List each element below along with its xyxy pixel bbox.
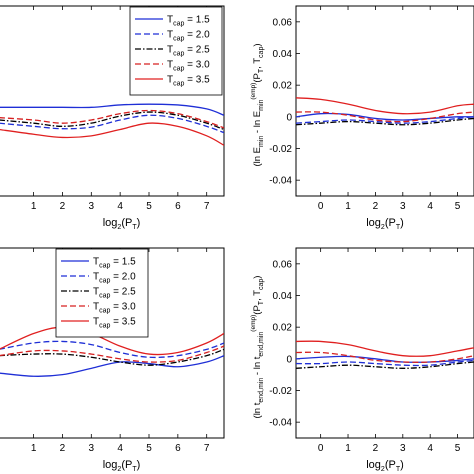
series-line-3 bbox=[0, 348, 224, 366]
series-line-5 bbox=[296, 97, 474, 115]
x-axis-label: log2(PT) bbox=[103, 459, 141, 473]
x-tick-label: 3 bbox=[400, 201, 406, 212]
panel-top-right: 0 1 2 3 4 5 0.06 0.04 0.02 0 -0.02 -0.04 log2(PT) (ln… bbox=[250, 5, 474, 231]
y-tick-label: -0.04 bbox=[269, 418, 292, 429]
series-line-1 bbox=[0, 355, 224, 377]
x-axis-label: log2(PT) bbox=[366, 217, 404, 231]
series-line-3 bbox=[296, 117, 474, 126]
x-tick-label: 1 bbox=[31, 201, 37, 212]
y-tick-label: 0 bbox=[286, 112, 292, 123]
y-tick-label: 0.06 bbox=[273, 17, 293, 28]
x-tick-label: 2 bbox=[60, 443, 66, 454]
series-line-3 bbox=[0, 111, 224, 131]
y-axis-label: (ln tend,min - ln tend,min(emp)(PT, Tcap… bbox=[250, 276, 265, 419]
x-tick-label: 2 bbox=[60, 201, 66, 212]
x-tick-label: 6 bbox=[175, 443, 181, 454]
y-tick-label: -0.02 bbox=[269, 386, 292, 397]
y-tick-label: 0 bbox=[286, 354, 292, 365]
x-tick-label: 4 bbox=[117, 201, 123, 212]
legend-label: Tcap = 2.5 bbox=[93, 287, 136, 300]
x-tick-label: 1 bbox=[31, 443, 37, 454]
y-axis-label: (ln Emin - ln Emin(emp)(PT, Tcap) bbox=[250, 43, 265, 166]
legend: Tcap = 1.5 Tcap = 2.0 Tcap = 2.5 Tcap = 3.0… bbox=[129, 6, 223, 96]
x-axis-label: log2(PT) bbox=[366, 459, 404, 473]
series-line-5 bbox=[296, 340, 474, 357]
plot-frame bbox=[295, 5, 474, 197]
x-tick-label: 3 bbox=[89, 443, 95, 454]
series-line-4 bbox=[0, 345, 224, 363]
x-tick-label: 5 bbox=[455, 201, 461, 212]
legend-label: Tcap = 3.5 bbox=[167, 75, 210, 88]
x-tick-label: 7 bbox=[204, 201, 210, 212]
legend-label: Tcap = 2.0 bbox=[93, 272, 136, 285]
series-line-2 bbox=[0, 114, 224, 134]
svg-text:(ln Emin - ln Emin(emp)(PT, Tc: (ln Emin - ln Emin(emp)(PT, Tcap) bbox=[250, 43, 265, 166]
series-line-1 bbox=[296, 112, 474, 121]
series-line-4 bbox=[0, 109, 224, 129]
y-tick-label: 0.04 bbox=[273, 291, 293, 302]
y-tick-label: -0.02 bbox=[269, 144, 292, 155]
x-tick-label: 0 bbox=[318, 443, 324, 454]
x-tick-label: 6 bbox=[175, 201, 181, 212]
panel-bottom-right: 0 1 2 3 4 5 0.06 0.04 0.02 0 -0.02 -0.04 log2(PT) (ln… bbox=[250, 247, 474, 473]
series-line-1 bbox=[0, 103, 224, 116]
series-line-2 bbox=[0, 340, 224, 359]
y-tick-label: 0.04 bbox=[273, 49, 293, 60]
legend-label: Tcap = 1.5 bbox=[93, 257, 136, 270]
legend-label: Tcap = 1.5 bbox=[167, 15, 210, 28]
x-tick-label: 2 bbox=[373, 201, 379, 212]
x-tick-label: 3 bbox=[400, 443, 406, 454]
x-tick-label: 1 bbox=[345, 201, 351, 212]
legend-label: Tcap = 3.0 bbox=[93, 302, 136, 315]
series-line-4 bbox=[296, 111, 474, 123]
y-tick-label: 0.06 bbox=[273, 259, 293, 270]
y-tick-label: 0.02 bbox=[273, 81, 293, 92]
series-line-4 bbox=[296, 351, 474, 363]
legend-label: Tcap = 2.5 bbox=[167, 45, 210, 58]
x-tick-label: 5 bbox=[146, 201, 152, 212]
x-tick-label: 1 bbox=[345, 443, 351, 454]
x-tick-label: 4 bbox=[427, 443, 433, 454]
legend-label: Tcap = 2.0 bbox=[167, 30, 210, 43]
series-line-1 bbox=[296, 355, 474, 363]
y-tick-label: 0.02 bbox=[273, 323, 293, 334]
x-tick-label: 5 bbox=[455, 443, 461, 454]
x-tick-label: 3 bbox=[89, 201, 95, 212]
legend-label: Tcap = 3.5 bbox=[93, 317, 136, 330]
y-tick-label: -0.04 bbox=[269, 176, 292, 187]
legend-label: Tcap = 3.0 bbox=[167, 60, 210, 73]
x-axis-label: log2(PT) bbox=[103, 217, 141, 231]
x-tick-label: 4 bbox=[427, 201, 433, 212]
legend: Tcap = 1.5 Tcap = 2.0 Tcap = 2.5 Tcap = 3.0… bbox=[55, 248, 149, 338]
series-line-2 bbox=[296, 359, 474, 367]
plot-frame bbox=[295, 247, 474, 439]
x-tick-label: 5 bbox=[146, 443, 152, 454]
plot-frame bbox=[0, 5, 225, 197]
x-tick-label: 2 bbox=[373, 443, 379, 454]
svg-text:(ln tend,min - ln tend,min(emp: (ln tend,min - ln tend,min(emp)(PT, Tcap… bbox=[250, 276, 265, 419]
x-tick-label: 4 bbox=[117, 443, 123, 454]
series-line-5 bbox=[0, 326, 224, 356]
x-tick-label: 7 bbox=[204, 443, 210, 454]
x-tick-label: 0 bbox=[318, 201, 324, 212]
series-line-3 bbox=[296, 361, 474, 369]
series-line-5 bbox=[0, 122, 224, 146]
series-line-2 bbox=[296, 116, 474, 124]
